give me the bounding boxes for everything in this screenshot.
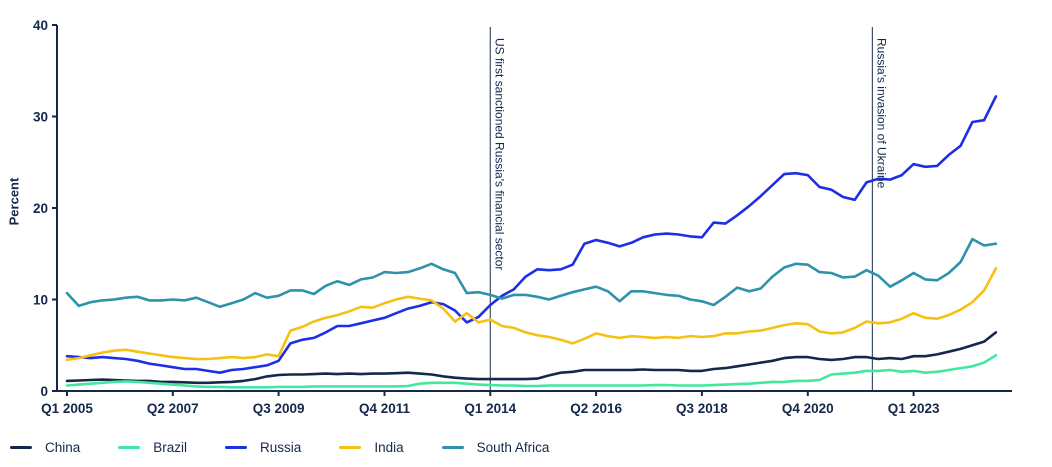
x-tick-label: Q2 2007 (147, 401, 199, 416)
legend-swatch-south-africa (441, 445, 464, 450)
x-tick-label: Q3 2009 (253, 401, 305, 416)
chart-legend: China Brazil Russia India South Africa (10, 440, 549, 455)
x-tick-label: Q1 2014 (464, 401, 516, 416)
legend-label: Russia (260, 440, 302, 455)
series-line-russia (65, 95, 998, 375)
annotation-label: Russia's invasion of Ukraine (874, 38, 888, 189)
x-tick-label: Q1 2005 (41, 401, 93, 416)
legend-swatch-china (10, 445, 32, 450)
x-tick-label: Q3 2018 (676, 401, 728, 416)
series-line-brazil (65, 353, 998, 389)
y-axis-title: Percent (6, 177, 22, 226)
series-line-china (65, 331, 998, 385)
legend-item-india: India (339, 440, 404, 455)
y-tick-label: 40 (33, 18, 48, 33)
legend-label: China (45, 440, 81, 455)
legend-swatch-russia (225, 445, 248, 450)
legend-label: India (374, 440, 404, 455)
series-line-south-africa (65, 237, 998, 309)
legend-swatch-india (339, 445, 362, 450)
annotation-label: US first sanctioned Russia's financial s… (492, 38, 506, 270)
x-tick-label: Q1 2023 (888, 401, 940, 416)
legend-swatch-brazil (118, 445, 141, 450)
legend-item-brazil: Brazil (118, 440, 187, 455)
legend-label: South Africa (476, 440, 550, 455)
legend-label: Brazil (153, 440, 188, 455)
legend-item-china: China (10, 440, 80, 455)
y-tick-label: 20 (33, 201, 48, 216)
series-line-india (65, 267, 998, 362)
y-tick-label: 30 (33, 110, 48, 125)
y-tick-label: 0 (40, 384, 48, 399)
x-tick-label: Q2 2016 (570, 401, 622, 416)
x-tick-label: Q4 2011 (359, 401, 411, 416)
x-tick-label: Q4 2020 (782, 401, 834, 416)
legend-item-south-africa: South Africa (441, 440, 550, 455)
y-tick-label: 10 (33, 293, 48, 308)
legend-item-russia: Russia (225, 440, 301, 455)
